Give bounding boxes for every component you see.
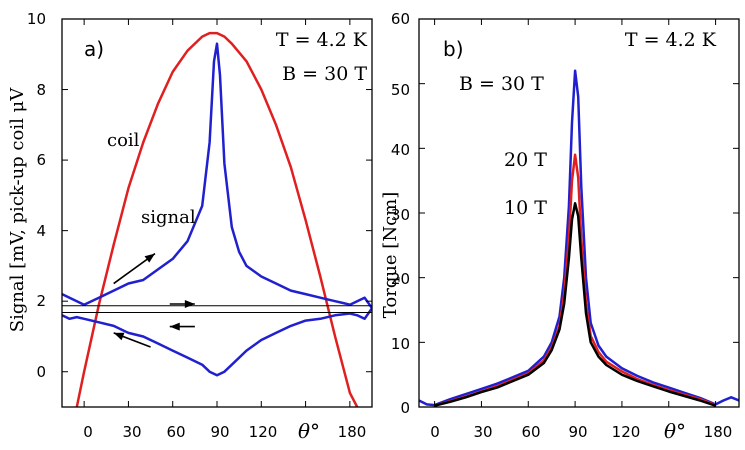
panel-a-xtick-label: 180 [338, 423, 367, 441]
panel-b-xtick-label: 180 [704, 423, 733, 441]
panel-a-arrowhead [113, 332, 125, 341]
panel-a-y-axis-label: Signal [mV, pick-up coil μV [7, 87, 28, 333]
panel-b-xtick-label: 90 [568, 423, 587, 441]
panel-b-ytick-label: 20 [391, 270, 410, 288]
panel-b-ytick-label: 30 [391, 206, 410, 224]
panel-b-temperature-annotation: T = 4.2 K [625, 29, 717, 51]
panel-a-series-group [62, 31, 372, 407]
panel-a-series-line [62, 307, 372, 377]
panel-b-ytick-label: 60 [391, 10, 410, 28]
panel-b-series-label-30t: B = 30 T [459, 73, 544, 95]
panel-a-xtick-label: 120 [249, 423, 278, 441]
panel-a: 10 8 6 4 2 0 0 30 60 90 120 180 θ° Signa… [7, 10, 373, 443]
panel-a-arrowhead [144, 253, 155, 263]
panel-a-tick-marks [62, 18, 372, 407]
panel-a-ytick-label: 4 [36, 222, 46, 240]
panel-b-xtick-label: 60 [521, 423, 540, 441]
panel-a-ytick-label: 0 [36, 363, 46, 381]
panel-a-ytick-label: 8 [36, 81, 46, 99]
panel-a-arrowhead [169, 322, 180, 331]
panel-a-reference-lines [62, 305, 372, 313]
panel-a-xtick-label: 0 [83, 423, 93, 441]
panel-a-arrows [113, 252, 195, 348]
panel-b-xtick-label: 0 [430, 423, 440, 441]
panel-b-series-line [434, 202, 716, 407]
panel-b-xtick-label: 30 [473, 423, 492, 441]
panel-b-series-group [419, 69, 739, 407]
panel-a-arrowhead [184, 300, 195, 309]
panel-b-xtick-label: 120 [612, 423, 641, 441]
panel-b-ytick-label: 50 [391, 81, 410, 99]
panel-b-series-line [434, 153, 717, 407]
panel-a-series-line [75, 31, 359, 407]
panel-a-xtick-label: 90 [210, 423, 229, 441]
panel-b: 60 50 40 30 20 10 0 0 30 60 90 120 180 θ… [380, 10, 740, 443]
panel-b-y-axis-label: Torque [Ncm] [380, 192, 401, 318]
panel-a-field-annotation: B = 30 T [282, 63, 367, 85]
panel-a-coil-label: coil [107, 130, 140, 151]
panel-b-ytick-label: 40 [391, 141, 410, 159]
panel-b-label: b) [443, 37, 464, 61]
panel-a-ytick-label: 10 [27, 10, 46, 28]
panel-a-ytick-label: 6 [36, 151, 46, 169]
panel-b-series-label-10t: 10 T [504, 197, 547, 219]
panel-b-series-label-20t: 20 T [504, 149, 547, 171]
panel-a-signal-label: signal [141, 207, 196, 228]
panel-a-temperature-annotation: T = 4.2 K [276, 29, 368, 51]
panel-a-xtick-label: 30 [122, 423, 141, 441]
panel-b-tick-marks [419, 18, 739, 408]
panel-b-ytick-label: 0 [400, 399, 410, 417]
panel-a-xtick-label: 60 [166, 423, 185, 441]
panel-b-ytick-label: 10 [391, 335, 410, 353]
panel-b-x-axis-label: θ° [664, 419, 686, 443]
panel-b-series-line [419, 69, 739, 407]
panel-a-label: a) [84, 37, 104, 61]
panel-a-x-axis-label: θ° [298, 419, 320, 443]
panel-a-series-line [62, 42, 372, 309]
panel-a-ytick-label: 2 [36, 292, 46, 310]
